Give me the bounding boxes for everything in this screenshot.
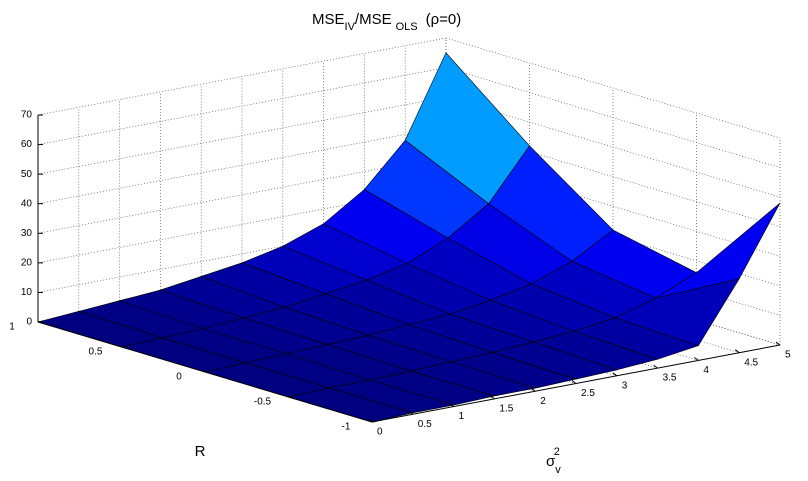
title-part: MSE bbox=[312, 11, 345, 28]
y-tick-label: 0 bbox=[176, 372, 182, 383]
label-sup: 2 bbox=[554, 446, 560, 458]
x-tick-label: 3.5 bbox=[663, 373, 677, 384]
z-tick-label: 0 bbox=[26, 317, 32, 328]
z-tick-label: 40 bbox=[21, 198, 33, 209]
grid-line bbox=[37, 215, 447, 293]
surface bbox=[36, 52, 781, 423]
tick-mark bbox=[371, 420, 378, 423]
title-sub: OLS bbox=[396, 21, 418, 33]
x-tick-label: 0.5 bbox=[418, 419, 432, 430]
x-tick-label: 1.5 bbox=[499, 404, 513, 415]
tick-mark bbox=[571, 380, 577, 384]
tick-mark bbox=[490, 395, 495, 400]
x-tick-label: 4.5 bbox=[744, 357, 758, 368]
tick-mark bbox=[530, 387, 536, 392]
grid-line bbox=[37, 155, 447, 234]
y-axis-label: R bbox=[195, 443, 206, 460]
tick-mark bbox=[775, 341, 781, 346]
title-part: (ρ=0) bbox=[426, 11, 462, 28]
tick-mark bbox=[204, 370, 211, 373]
z-tick-label: 50 bbox=[21, 169, 33, 180]
x-tick-label: 0 bbox=[377, 427, 383, 438]
grid-line bbox=[37, 185, 447, 264]
y-tick-label: 1 bbox=[9, 322, 15, 333]
grid-line bbox=[37, 126, 447, 205]
tick-mark bbox=[449, 403, 454, 408]
grid-line bbox=[37, 37, 447, 116]
tick-mark bbox=[612, 372, 618, 377]
grid-line bbox=[445, 126, 781, 228]
title-part: /MSE bbox=[355, 11, 392, 28]
x-axis-label: σv 2 bbox=[546, 446, 561, 476]
axes: 010203040506070-1-0.500.5100.511.522.533… bbox=[9, 110, 791, 438]
tick-mark bbox=[121, 345, 127, 348]
tick-mark bbox=[288, 395, 294, 398]
x-tick-label: 4 bbox=[703, 365, 709, 376]
z-tick-label: 10 bbox=[21, 287, 33, 298]
tick-mark bbox=[653, 364, 658, 369]
grid-line bbox=[445, 37, 781, 139]
z-tick-label: 30 bbox=[21, 228, 33, 239]
label-sub: v bbox=[555, 464, 561, 476]
z-tick-label: 20 bbox=[21, 257, 33, 268]
z-tick-label: 60 bbox=[21, 139, 33, 150]
tick-mark bbox=[408, 410, 414, 415]
chart-title: MSEIV/MSE OLS (ρ=0) bbox=[312, 11, 461, 33]
grid-line bbox=[445, 155, 781, 257]
tick-mark bbox=[734, 349, 740, 354]
x-tick-label: 2 bbox=[540, 396, 546, 407]
y-tick-label: 0.5 bbox=[89, 347, 103, 358]
tick-mark bbox=[367, 418, 373, 423]
x-tick-label: 3 bbox=[622, 380, 628, 391]
x-tick-label: 5 bbox=[785, 350, 791, 361]
label-part: σ bbox=[546, 453, 556, 470]
x-tick-label: 1 bbox=[459, 411, 465, 422]
y-tick-label: -0.5 bbox=[254, 397, 272, 408]
tick-mark bbox=[694, 356, 699, 361]
x-tick-label: 2.5 bbox=[581, 388, 595, 399]
z-tick-label: 70 bbox=[21, 110, 33, 121]
title-sub: IV bbox=[345, 21, 356, 33]
y-tick-label: -1 bbox=[342, 422, 351, 433]
tick-mark bbox=[37, 320, 44, 323]
